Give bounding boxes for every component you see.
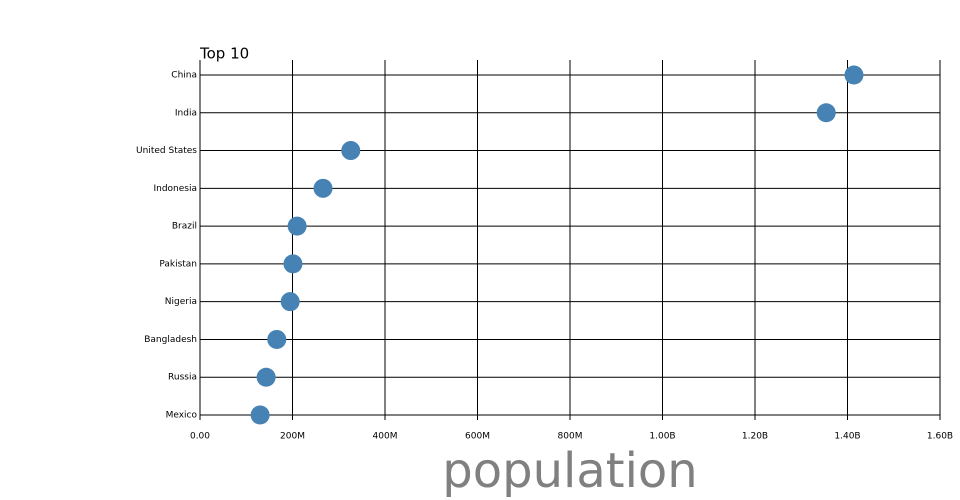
x-tick-label: 600M (465, 432, 490, 442)
x-tick-label: 1.20B (742, 432, 768, 442)
y-tick-label: Bangladesh (144, 335, 197, 345)
dot (283, 254, 303, 274)
dot (267, 329, 287, 349)
x-tick-label: 1.60B (927, 432, 953, 442)
y-tick-label: Indonesia (153, 184, 197, 194)
y-tick-label: Russia (168, 373, 197, 383)
y-tick-label: Nigeria (165, 297, 197, 307)
dot (816, 103, 836, 123)
dot (280, 292, 300, 312)
dot (287, 216, 307, 236)
x-tick-label: 400M (373, 432, 398, 442)
dot (844, 65, 864, 85)
x-tick-label: 0.00 (190, 432, 210, 442)
x-tick-label: 800M (558, 432, 583, 442)
x-axis-label: population (442, 443, 697, 499)
dot (313, 178, 333, 198)
x-tick-label: 1.40B (834, 432, 860, 442)
y-tick-label: China (171, 71, 197, 81)
y-tick-label: United States (136, 146, 197, 156)
y-tick-label: India (175, 108, 197, 118)
x-tick-label: 1.00B (649, 432, 675, 442)
y-tick-label: Brazil (172, 222, 197, 232)
chart-title: Top 10 (199, 45, 249, 63)
y-tick-label: Pakistan (159, 259, 197, 269)
dot (250, 405, 270, 425)
dot (256, 367, 276, 387)
y-tick-label: Mexico (166, 411, 198, 421)
x-tick-label: 200M (280, 432, 305, 442)
dot (341, 141, 361, 161)
